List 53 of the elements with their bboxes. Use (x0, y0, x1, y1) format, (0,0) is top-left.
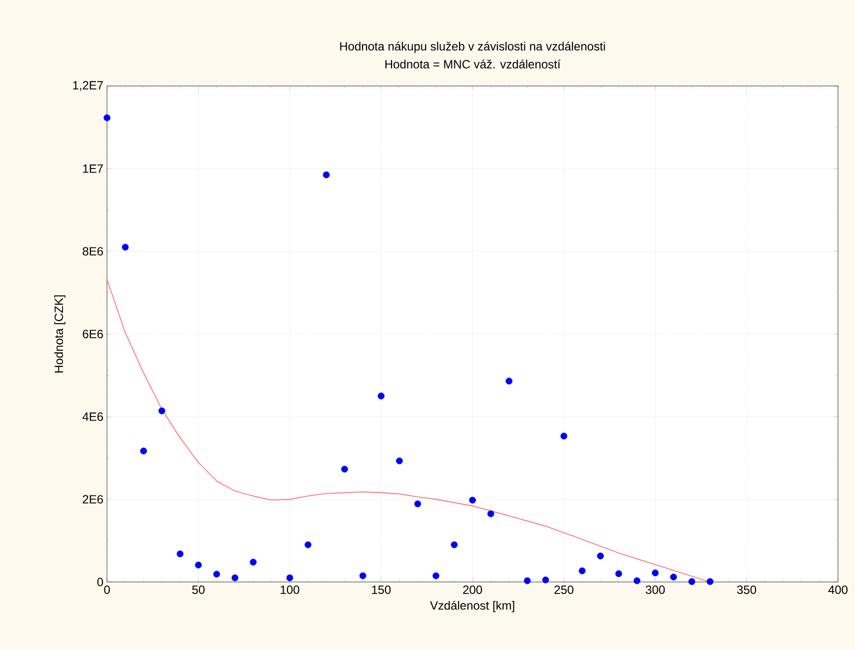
point (232, 574, 238, 582)
point (414, 500, 422, 508)
point (469, 496, 476, 504)
x-tick-label: 400 (828, 586, 848, 594)
point (688, 578, 696, 585)
point (560, 432, 568, 440)
x-tick-label: 50 (192, 586, 205, 594)
point (213, 570, 220, 578)
y-tick-label: 0 (97, 578, 104, 586)
point (487, 510, 494, 518)
point (542, 576, 549, 584)
point (304, 541, 312, 548)
point (378, 392, 385, 400)
x-tick-label: 100 (280, 586, 300, 594)
x-tick-label: 300 (646, 586, 665, 594)
y-tick-label: 6E6 (82, 330, 103, 338)
point (322, 171, 330, 178)
chart-title: Hodnota nákupu služeb v závislosti na vzdálenosti (340, 42, 605, 53)
point (432, 572, 440, 580)
y-tick-label: 2E6 (82, 495, 103, 504)
point (140, 448, 147, 454)
point (359, 572, 366, 580)
point (104, 114, 110, 122)
x-tick-label: 200 (463, 586, 482, 594)
y-axis-title: Hodnota [CZK] (54, 295, 66, 373)
point (341, 466, 348, 473)
x-tick-label: 0 (104, 586, 110, 594)
chart-subtitle: Hodnota = MNC váž. vzdáleností (385, 60, 561, 68)
x-tick-label: 250 (554, 586, 574, 594)
point (122, 244, 129, 251)
y-tick-label: 4E6 (82, 412, 103, 421)
point (450, 541, 458, 548)
point (652, 570, 659, 576)
point (506, 378, 512, 384)
point (250, 558, 257, 566)
point (670, 574, 677, 580)
point (706, 578, 714, 585)
x-tick-label: 350 (737, 586, 756, 594)
point (286, 574, 294, 582)
point (194, 562, 202, 568)
point (578, 567, 586, 574)
point (597, 552, 604, 560)
point (158, 407, 166, 414)
point (634, 577, 640, 584)
point (524, 577, 531, 584)
point (615, 570, 622, 578)
x-tick-label: 150 (372, 586, 391, 594)
y-tick-label: 1,2E7 (73, 81, 103, 91)
point (396, 457, 403, 464)
point (176, 550, 184, 558)
y-tick-label: 1E7 (83, 164, 103, 173)
x-axis-title: Vzdálenost [km] (430, 600, 514, 612)
y-tick-label: 8E6 (82, 247, 103, 256)
